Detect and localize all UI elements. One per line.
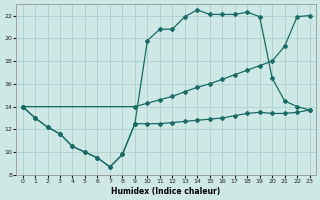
X-axis label: Humidex (Indice chaleur): Humidex (Indice chaleur) xyxy=(111,187,221,196)
